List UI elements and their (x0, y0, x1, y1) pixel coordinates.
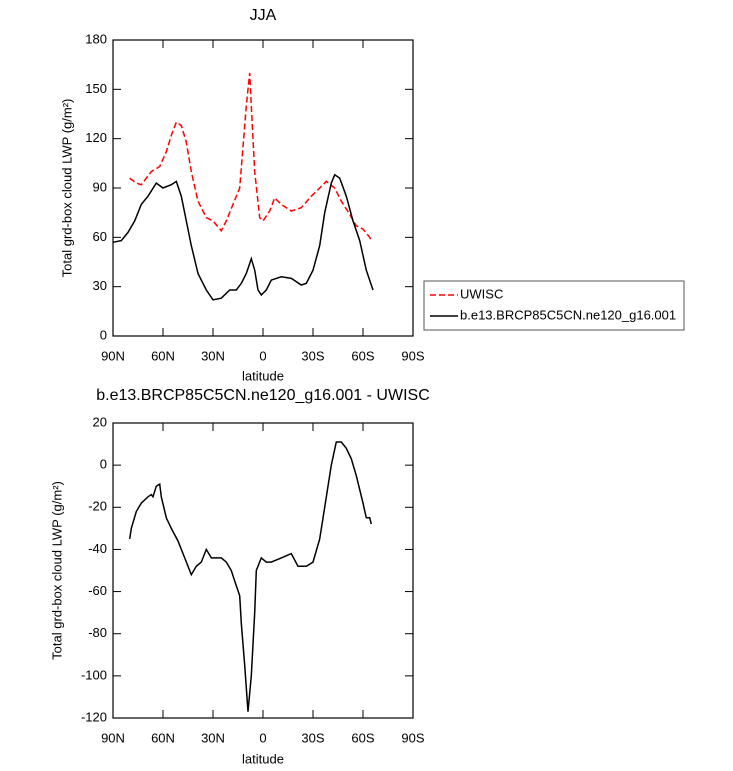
y-tick-label: 0 (100, 457, 107, 472)
x-tick-label: 30N (201, 730, 225, 745)
y-tick-label: -60 (88, 583, 107, 598)
x-axis-label: latitude (242, 751, 284, 766)
x-tick-label: 60N (151, 348, 175, 363)
y-tick-label: -80 (88, 625, 107, 640)
x-tick-label: 0 (259, 348, 266, 363)
data-line (112, 173, 374, 301)
y-tick-label: -100 (81, 667, 107, 682)
x-tick-label: 60S (351, 348, 374, 363)
legend-box (423, 280, 685, 331)
x-tick-label: 90S (401, 730, 424, 745)
chart-title: JJA (250, 7, 277, 24)
y-tick-label: 180 (85, 31, 107, 46)
plot-frame (112, 422, 414, 719)
x-axis-label: latitude (242, 368, 284, 383)
legend (423, 280, 685, 331)
plot-frame (112, 39, 414, 337)
x-tick-label: 90N (101, 730, 125, 745)
y-tick-label: -20 (88, 499, 107, 514)
chart-title: b.e13.BRCP85C5CN.ne120_g16.001 - UWISC (96, 387, 430, 404)
x-tick-label: 90S (401, 348, 424, 363)
y-tick-label: -40 (88, 541, 107, 556)
legend-label: b.e13.BRCP85C5CN.ne120_g16.001 (460, 307, 676, 322)
y-tick-label: 150 (85, 81, 107, 96)
data-line (128, 441, 373, 712)
y-tick-label: 20 (93, 414, 107, 429)
x-tick-label: 60S (351, 730, 374, 745)
y-tick-label: 90 (93, 179, 107, 194)
y-tick-label: 60 (93, 229, 107, 244)
y-axis-label: Total grd-box cloud LWP (g/m²) (59, 99, 74, 278)
y-tick-label: 30 (93, 278, 107, 293)
y-tick-label: 0 (100, 327, 107, 342)
x-tick-label: 60N (151, 730, 175, 745)
y-tick-label: -120 (81, 709, 107, 724)
x-tick-label: 30N (201, 348, 225, 363)
legend-label: UWISC (460, 286, 503, 301)
y-axis-label: Total grd-box cloud LWP (g/m²) (49, 481, 64, 660)
data-line (129, 72, 372, 241)
x-tick-label: 0 (259, 730, 266, 745)
x-tick-label: 90N (101, 348, 125, 363)
x-tick-label: 30S (301, 348, 324, 363)
x-tick-label: 30S (301, 730, 324, 745)
y-tick-label: 120 (85, 130, 107, 145)
